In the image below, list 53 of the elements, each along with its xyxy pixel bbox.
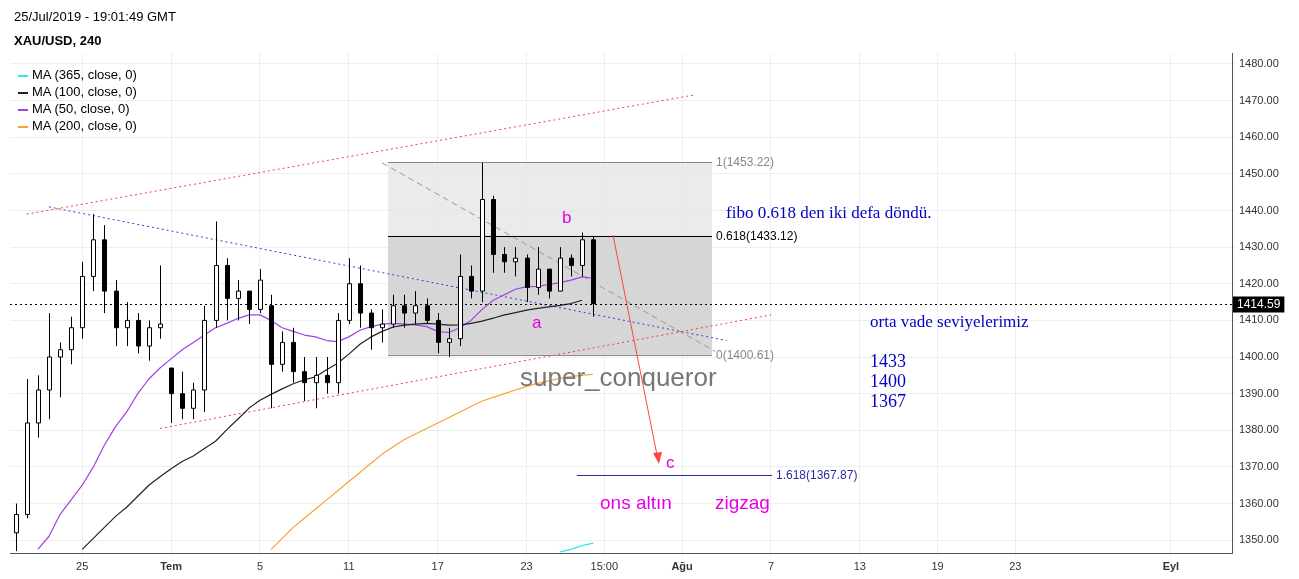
candlestick [91, 213, 96, 292]
x-tick-label: 11 [343, 559, 355, 572]
y-tick-label: 1370.00 [1239, 459, 1279, 472]
x-tick-label: Ağu [671, 559, 693, 572]
x-tick-label: Eyl [1162, 559, 1180, 572]
ref-line-label: 1414.59 [1237, 296, 1281, 311]
x-tick-label: 23 [1009, 559, 1022, 572]
y-tick-label: 1390.00 [1239, 386, 1279, 399]
x-tick-label: 23 [520, 559, 533, 572]
annotation: 1367 [870, 391, 906, 411]
candlestick [58, 341, 63, 398]
ref-line-label: 1.618(1367.87) [776, 467, 858, 482]
y-tick-label: 1450.00 [1239, 166, 1279, 179]
annotation: orta vade seviyelerimiz [870, 312, 1029, 331]
chart-title: XAU/USD, 240 [14, 33, 102, 48]
annotation: 1400 [870, 371, 906, 391]
x-tick-label: 19 [931, 559, 944, 572]
x-tick-label: Tem [160, 559, 183, 572]
candlestick [147, 319, 152, 362]
y-tick-label: 1480.00 [1239, 57, 1279, 70]
annotation: a [532, 313, 542, 332]
legend-label: MA (365, close, 0) [31, 66, 137, 83]
ref-line-label: 0.618(1433.12) [716, 228, 798, 243]
legend-label: MA (100, close, 0) [31, 83, 137, 100]
y-tick-label: 1440.00 [1239, 203, 1279, 216]
annotation: zigzag [715, 492, 770, 513]
y-tick-label: 1470.00 [1239, 93, 1279, 106]
y-tick-label: 1400.00 [1239, 350, 1279, 363]
annotation: 1433 [870, 351, 906, 371]
candlestick [447, 327, 452, 358]
x-tick-label: 13 [853, 559, 866, 572]
legend-label: MA (200, close, 0) [31, 117, 137, 134]
ref-line-label: 0(1400.61) [716, 347, 775, 362]
annotation: c [666, 452, 675, 472]
x-tick-label: 5 [256, 559, 264, 572]
candlestick [180, 371, 185, 420]
annotation: b [562, 207, 572, 227]
y-tick-label: 1360.00 [1239, 496, 1279, 509]
y-tick-label: 1430.00 [1239, 240, 1279, 253]
x-tick-label: 15:00 [590, 559, 619, 572]
ref-line-label: 1(1453.22) [716, 154, 775, 169]
x-tick-label: 25 [76, 559, 89, 572]
x-tick-label: 17 [431, 559, 444, 572]
text: 25/Jul/2019 - 19:01:49 GMT [14, 9, 176, 24]
y-tick-label: 1380.00 [1239, 423, 1279, 436]
annotation: ons altın [600, 492, 672, 513]
y-tick-label: 1420.00 [1239, 276, 1279, 289]
y-tick-label: 1350.00 [1239, 533, 1279, 546]
y-tick-label: 1410.00 [1239, 313, 1279, 326]
legend-label: MA (50, close, 0) [31, 100, 131, 117]
x-tick-label: 7 [767, 559, 775, 572]
annotation: fibo 0.618 den iki defa döndü. [726, 203, 932, 222]
y-tick-label: 1460.00 [1239, 130, 1279, 143]
